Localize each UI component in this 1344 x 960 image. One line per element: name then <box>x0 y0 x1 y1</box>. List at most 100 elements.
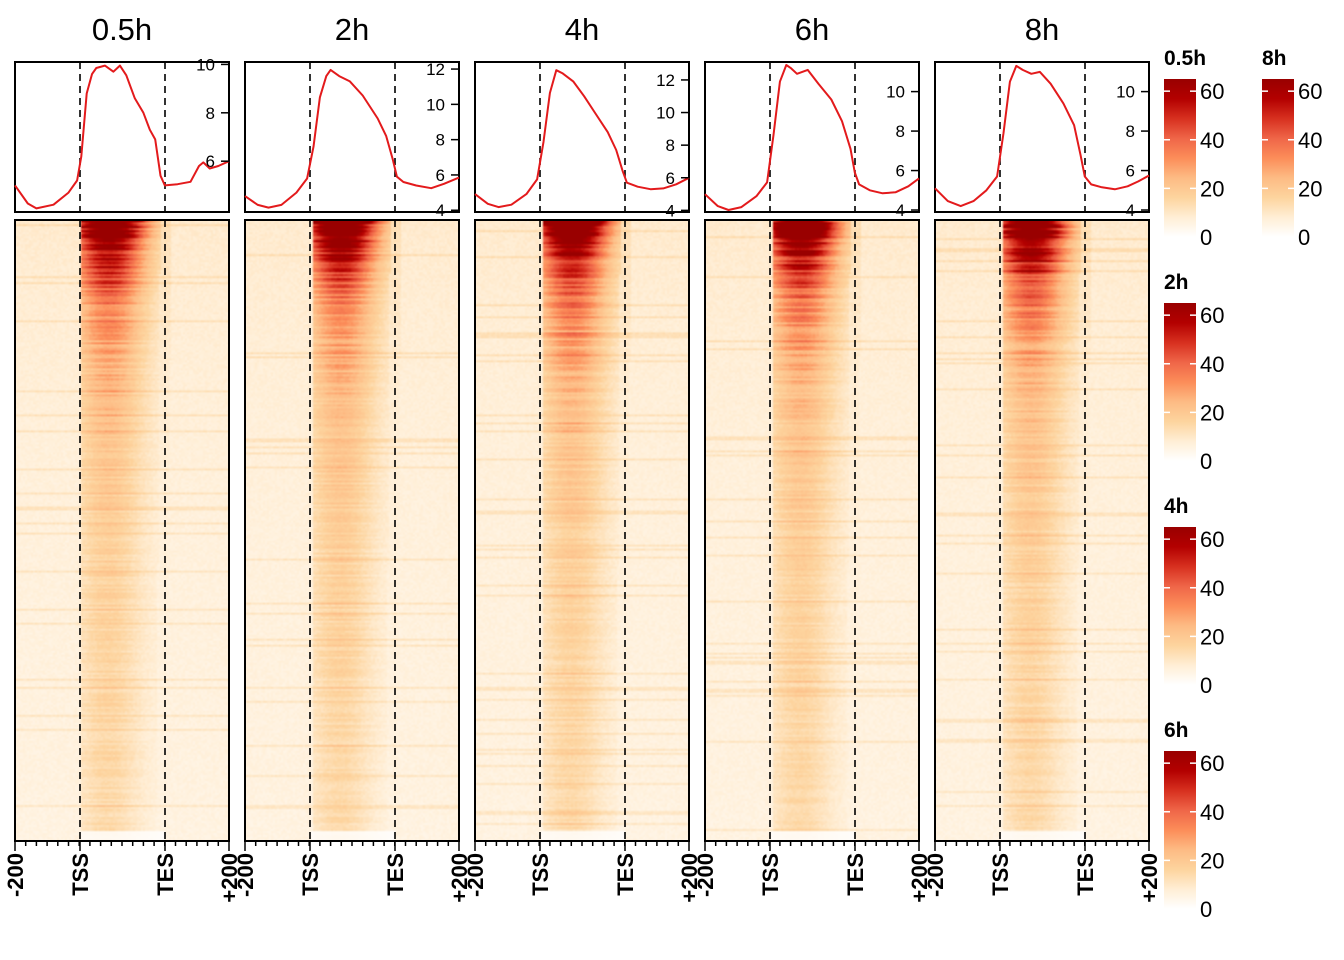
profile-frame <box>474 61 690 213</box>
profile-tick-label: 6 <box>436 166 445 185</box>
legend-tick-label: 40 <box>1298 128 1322 153</box>
profile-tick-label: 4 <box>436 201 445 220</box>
profile-line <box>934 64 1150 208</box>
legend-tick-label: 20 <box>1200 400 1224 425</box>
legend-title: 4h <box>1164 495 1189 518</box>
color-legend-6h: 6h 0 20 40 60 <box>1164 719 1224 922</box>
heatmap-cells <box>15 220 229 841</box>
x-tick-label: TSS <box>298 853 323 896</box>
legend-tick-label: 40 <box>1200 576 1224 601</box>
x-tick-label: -200 <box>923 853 948 897</box>
legend-title: 6h <box>1164 719 1189 742</box>
legend-tick-label: 0 <box>1200 897 1212 922</box>
x-tick-label: TES <box>383 853 408 896</box>
x-tick-label: +200 <box>217 853 242 903</box>
x-tick-label: TES <box>613 853 638 896</box>
legend-tick-label: 0 <box>1298 225 1310 250</box>
legend-tick-label: 40 <box>1200 800 1224 825</box>
profile-tick-label: 10 <box>886 83 905 102</box>
x-tick-label: TSS <box>528 853 553 896</box>
profile-line <box>244 68 460 209</box>
legend-colorbar <box>1164 303 1196 461</box>
heatmap-cells <box>705 220 919 841</box>
legend-colorbar <box>1164 79 1196 237</box>
profile-tick-label: 4 <box>1126 201 1135 220</box>
legend-tick-label: 60 <box>1200 527 1224 552</box>
profile-tick-label: 8 <box>436 131 445 150</box>
x-tick-label: -200 <box>233 853 258 897</box>
profile-tick-label: 10 <box>1116 83 1135 102</box>
legend-tick-label: 60 <box>1200 751 1224 776</box>
panel-6h: 6h 4 6 8 10 -200 TSS TES +200 <box>693 12 932 903</box>
profile-tick-label: 12 <box>426 60 445 79</box>
profile-frame <box>704 61 920 213</box>
profile-tick-label: 10 <box>426 95 445 114</box>
legend-colorbar <box>1164 527 1196 685</box>
x-tick-label: TSS <box>68 853 93 896</box>
profile-tick-label: 8 <box>1126 122 1135 141</box>
panel-title: 6h <box>795 12 829 47</box>
profile-frame <box>14 61 230 213</box>
profile-tick-label: 10 <box>656 104 675 123</box>
heatmap-cells <box>475 220 689 841</box>
heatmap-cells <box>245 220 459 841</box>
heatmap-cells <box>935 220 1149 841</box>
x-tick-label: -200 <box>463 853 488 897</box>
x-tick-label: -200 <box>693 853 718 897</box>
x-tick-label: +200 <box>1137 853 1162 903</box>
legend-colorbar <box>1164 751 1196 909</box>
color-legend-4h: 4h 0 20 40 60 <box>1164 495 1224 698</box>
legend-title: 0.5h <box>1164 47 1206 70</box>
profile-tick-label: 10 <box>196 55 215 74</box>
color-legend-0.5h: 0.5h 0 20 40 60 <box>1164 47 1224 250</box>
legend-tick-label: 60 <box>1298 79 1322 104</box>
profile-tick-label: 4 <box>896 201 905 220</box>
x-tick-label: +200 <box>677 853 702 903</box>
legend-tick-label: 20 <box>1200 848 1224 873</box>
profile-tick-label: 6 <box>1126 162 1135 181</box>
x-tick-label: -200 <box>3 853 28 897</box>
panel-4h: 4h 4 6 8 10 12 -200 TSS TES +200 <box>463 12 702 903</box>
panel-title: 0.5h <box>92 12 152 47</box>
profile-tick-label: 6 <box>206 152 215 171</box>
color-legend-8h: 8h 0 20 40 60 <box>1262 47 1322 250</box>
profile-tick-label: 8 <box>666 136 675 155</box>
x-tick-label: TES <box>153 853 178 896</box>
x-tick-label: +200 <box>907 853 932 903</box>
legend-tick-label: 20 <box>1200 624 1224 649</box>
panel-title: 4h <box>565 12 599 47</box>
profile-tick-label: 12 <box>656 71 675 90</box>
panel-title: 8h <box>1025 12 1059 47</box>
legend-tick-label: 40 <box>1200 128 1224 153</box>
legend-tick-label: 0 <box>1200 225 1212 250</box>
legend-tick-label: 20 <box>1298 176 1322 201</box>
profile-tick-label: 4 <box>666 201 675 220</box>
legend-tick-label: 20 <box>1200 176 1224 201</box>
legend-tick-label: 0 <box>1200 673 1212 698</box>
panel-0.5h: 0.5h 6 8 10 -200 TSS TES +200 <box>3 12 242 903</box>
legend-tick-label: 0 <box>1200 449 1212 474</box>
x-tick-label: TES <box>843 853 868 896</box>
legend-title: 8h <box>1262 47 1287 70</box>
legend-colorbar <box>1262 79 1294 237</box>
panel-title: 2h <box>335 12 369 47</box>
panel-2h: 2h 4 6 8 10 12 -200 TSS TES +200 <box>233 12 472 903</box>
profile-line <box>14 64 230 210</box>
color-legend-2h: 2h 0 20 40 60 <box>1164 271 1224 474</box>
x-tick-label: TSS <box>758 853 783 896</box>
panel-8h: 8h 4 6 8 10 -200 TSS TES +200 <box>923 12 1162 903</box>
profile-frame <box>934 61 1150 213</box>
legend-title: 2h <box>1164 271 1189 294</box>
x-tick-label: +200 <box>447 853 472 903</box>
profile-tick-label: 8 <box>896 122 905 141</box>
profile-line <box>704 64 920 211</box>
legend-tick-label: 40 <box>1200 352 1224 377</box>
profile-line <box>474 69 690 209</box>
x-tick-label: TES <box>1073 853 1098 896</box>
x-tick-label: TSS <box>988 853 1013 896</box>
profile-tick-label: 6 <box>666 169 675 188</box>
legend-tick-label: 60 <box>1200 303 1224 328</box>
legend-tick-label: 60 <box>1200 79 1224 104</box>
profile-tick-label: 6 <box>896 162 905 181</box>
